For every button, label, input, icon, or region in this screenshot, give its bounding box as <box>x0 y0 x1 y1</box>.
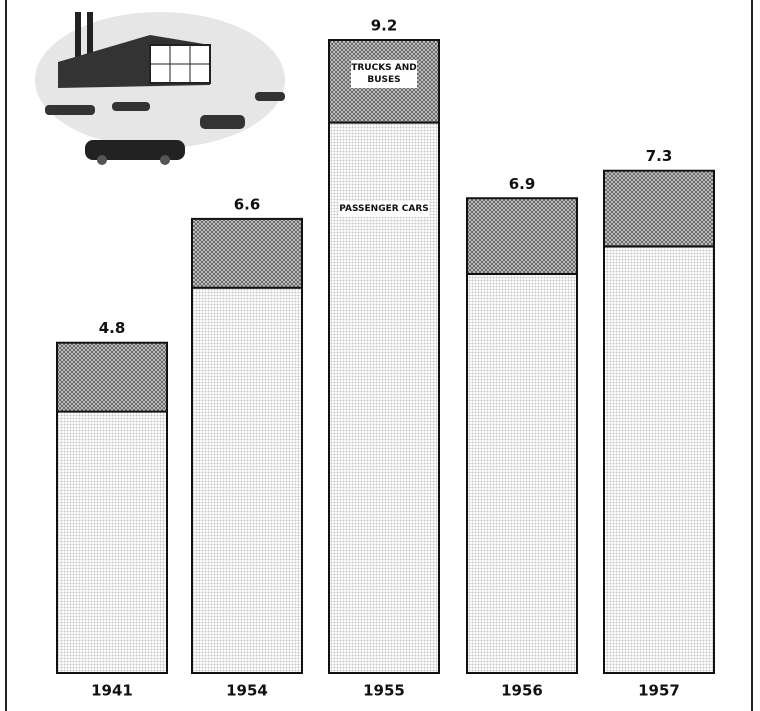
legend-label: PASSENGER CARS <box>339 201 429 217</box>
chart: 4.8 1941 6.6 1954 9.2 1955 6.9 1956 7.3 1957 <box>0 0 760 711</box>
total-label: 6.6 <box>234 195 261 213</box>
total-label: 4.8 <box>99 319 126 337</box>
total-label: 7.3 <box>646 147 673 165</box>
bar-segment <box>57 412 167 673</box>
page: 4.8 1941 6.6 1954 9.2 1955 6.9 1956 7.3 1957 PASS… <box>0 0 760 711</box>
total-label: 9.2 <box>371 17 398 35</box>
total-label: 6.9 <box>509 175 536 193</box>
legend-label: TRUCKS AND BUSES <box>351 60 417 88</box>
bar-segment <box>57 343 167 412</box>
factory-illustration <box>35 12 285 165</box>
bar-segment <box>604 171 714 247</box>
bar-segment <box>604 246 714 673</box>
x-tick-label: 1957 <box>638 682 680 700</box>
x-tick-label: 1956 <box>501 682 543 700</box>
bar-segment <box>192 219 302 288</box>
x-tick-label: 1941 <box>91 682 133 700</box>
x-tick-label: 1954 <box>226 682 268 700</box>
bar-segment <box>192 288 302 673</box>
bar-segment <box>467 198 577 274</box>
bar-segment <box>467 274 577 673</box>
x-tick-label: 1955 <box>363 682 405 700</box>
